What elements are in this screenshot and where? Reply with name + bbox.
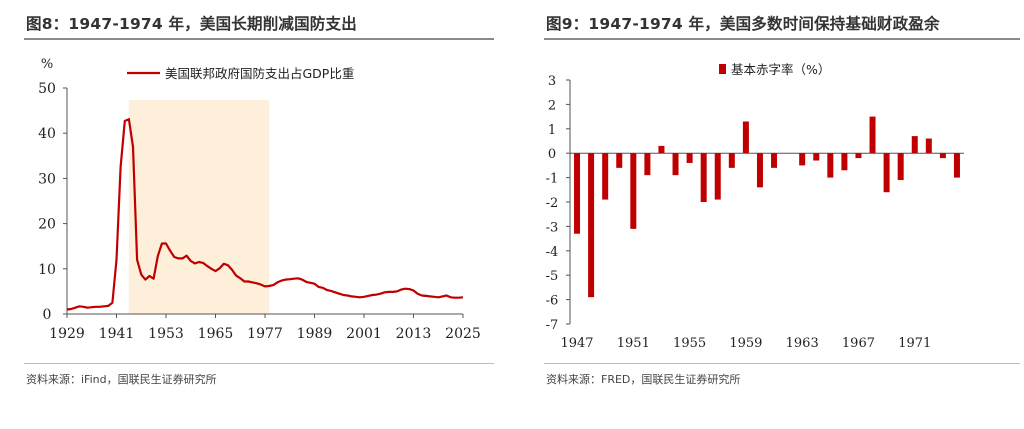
x-tick-label: 1947 — [560, 336, 593, 351]
figure-9-panel: 图9：1947-1974 年，美国多数时间保持基础财政盈余 3 2 1 0 -1 -2 -3… — [520, 0, 1024, 429]
bar-1957 — [714, 153, 721, 200]
bar-1965 — [827, 153, 834, 178]
series-line-defense-spending — [66, 118, 464, 311]
legend-label: 基本赤字率（%） — [731, 62, 830, 77]
figure-8-source-rule — [24, 363, 494, 364]
bar-1954 — [672, 153, 679, 176]
x-tick-label: 1989 — [297, 326, 333, 342]
bar-1948 — [588, 153, 595, 298]
bar-1964 — [813, 153, 820, 161]
bar-1970 — [897, 153, 904, 181]
bar-1958 — [728, 153, 735, 168]
y-tick-label: 0 — [548, 147, 556, 162]
y-tick-label: 50 — [38, 81, 56, 97]
bar-1963 — [799, 153, 806, 166]
figure-9-title: 图9：1947-1974 年，美国多数时间保持基础财政盈余 — [546, 15, 940, 33]
bar-1961 — [771, 153, 778, 168]
y-tick-label: -4 — [546, 245, 559, 260]
figure-9-title-rule — [544, 38, 1020, 40]
bar-1950 — [616, 153, 623, 168]
y-tick-label: 2 — [548, 98, 556, 113]
y-tick-label: -6 — [546, 294, 559, 309]
x-tick-label: 1963 — [786, 336, 819, 351]
bar-1968 — [869, 116, 876, 154]
x-tick-label: 1959 — [729, 336, 762, 351]
figure-8-source: 资料来源：iFind，国联民生证券研究所 — [26, 373, 217, 386]
y-tick-label: 3 — [548, 74, 556, 89]
bar-1951 — [630, 153, 637, 229]
bar-1971 — [911, 136, 918, 154]
x-tick-label: 1941 — [99, 326, 135, 342]
figure-9-source: 资料来源：FRED，国联民生证券研究所 — [546, 373, 741, 386]
bar-1973 — [939, 153, 946, 159]
x-tick-label: 1953 — [148, 326, 184, 342]
bar-1969 — [883, 153, 890, 193]
x-tick-label: 1977 — [247, 326, 283, 342]
legend-swatch — [719, 64, 726, 74]
y-tick-label: 20 — [38, 217, 56, 233]
y-tick-label: -1 — [546, 172, 559, 187]
y-tick-label: -5 — [546, 269, 559, 284]
y-tick-label: 30 — [38, 171, 56, 187]
y-tick-label: -3 — [546, 220, 559, 235]
figure-8-title: 图8：1947-1974 年，美国长期削减国防支出 — [26, 15, 357, 33]
x-tick-label: 2025 — [445, 326, 481, 342]
bar-1959 — [742, 121, 749, 154]
y-tick-label: -7 — [546, 318, 559, 333]
bar-1960 — [756, 153, 763, 188]
y-tick-label: 40 — [38, 126, 56, 142]
bar-1955 — [686, 153, 693, 163]
bar-1953 — [658, 145, 665, 154]
y-tick-label: 1 — [548, 123, 556, 138]
legend-label: 美国联邦政府国防支出占GDP比重 — [165, 66, 354, 81]
y-tick-label: 0 — [43, 307, 52, 323]
x-tick-label: 2001 — [346, 326, 382, 342]
bar-1966 — [841, 153, 848, 171]
bar-1949 — [602, 153, 609, 200]
figure-8-panel: 图8：1947-1974 年，美国长期削减国防支出 0 10 20 30 40 50% 19… — [0, 0, 500, 429]
figure-8-title-rule — [24, 38, 494, 40]
figure-9-source-rule — [544, 363, 1020, 364]
bar-1956 — [700, 153, 707, 202]
y-axis-unit-label: % — [41, 57, 53, 72]
x-tick-label: 1971 — [898, 336, 931, 351]
bar-1952 — [644, 153, 651, 176]
x-tick-label: 1955 — [673, 336, 706, 351]
x-tick-label: 1929 — [49, 326, 85, 342]
x-tick-label: 1967 — [842, 336, 875, 351]
x-tick-label: 2013 — [396, 326, 432, 342]
bar-1972 — [925, 138, 932, 154]
x-tick-label: 1965 — [198, 326, 234, 342]
bar-1974 — [953, 153, 960, 178]
bar-1947 — [574, 153, 581, 234]
y-tick-label: 10 — [38, 262, 56, 278]
bar-1967 — [855, 153, 862, 159]
defense-spending-line-chart: 0 10 20 30 40 50% 1929 1941 1953 1965 1977 1989 2001… — [38, 57, 481, 342]
y-tick-label: -2 — [546, 196, 559, 211]
x-tick-label: 1951 — [617, 336, 650, 351]
